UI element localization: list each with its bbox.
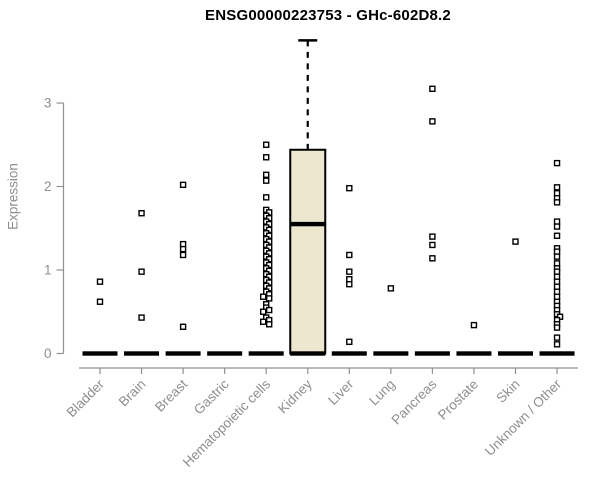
outlier-point xyxy=(138,314,145,321)
outlier-point xyxy=(553,159,561,167)
zero-median-bar xyxy=(456,351,492,356)
zero-median-bar xyxy=(373,351,409,356)
outlier-point xyxy=(553,189,561,197)
outlier-point xyxy=(346,251,353,259)
outlier-point xyxy=(553,268,561,275)
outlier-point xyxy=(179,323,187,330)
x-tick-label: Unknown / Other xyxy=(482,376,565,459)
outlier-point xyxy=(266,306,273,314)
outlier-point xyxy=(266,321,273,328)
x-tick-label: Bladder xyxy=(64,376,108,420)
y-tick-label: 2 xyxy=(44,179,52,194)
outlier-point xyxy=(553,199,561,206)
x-tick-label: Prostate xyxy=(435,377,481,423)
outlier-point xyxy=(346,268,353,275)
outlier-point xyxy=(553,253,561,260)
zero-median-bar xyxy=(539,351,575,356)
outlier-point xyxy=(429,233,436,240)
zero-median-bar xyxy=(124,351,160,356)
outlier-point xyxy=(260,308,267,315)
zero-median-bar xyxy=(498,351,533,356)
zero-median-bar xyxy=(331,351,367,356)
y-tick-label: 0 xyxy=(44,346,52,361)
outlier-point xyxy=(553,324,561,331)
outlier-point xyxy=(346,184,353,192)
outlier-point xyxy=(512,238,519,245)
outlier-point xyxy=(263,177,270,184)
outlier-point xyxy=(553,260,561,267)
outlier-point xyxy=(179,245,187,253)
outlier-point xyxy=(179,181,187,189)
outlier-point xyxy=(470,321,478,329)
x-tick-label: Kidney xyxy=(275,376,315,416)
x-tick-label: Brain xyxy=(116,377,149,410)
outlier-point xyxy=(553,334,561,341)
outlier-point xyxy=(429,118,436,125)
outlier-point xyxy=(429,255,436,262)
outlier-point xyxy=(346,280,353,288)
zero-median-bar xyxy=(207,351,243,356)
outlier-point xyxy=(179,251,187,259)
outlier-point xyxy=(96,278,104,285)
chart-title: ENSG00000223753 - GHc-602D8.2 xyxy=(205,7,451,24)
x-tick-label: Breast xyxy=(152,376,190,414)
y-tick-label: 1 xyxy=(44,263,52,278)
outlier-point xyxy=(429,85,436,93)
x-tick-label: Pancreas xyxy=(389,376,440,427)
x-tick-label: Lung xyxy=(366,377,398,409)
outlier-point xyxy=(553,232,561,239)
outlier-point xyxy=(553,293,561,300)
outlier-point xyxy=(553,248,561,255)
x-tick-label: Liver xyxy=(325,376,357,408)
outlier-point xyxy=(138,210,145,217)
zero-median-bar xyxy=(82,351,118,356)
outlier-point xyxy=(553,283,561,290)
outlier-point xyxy=(179,240,187,248)
outlier-point xyxy=(553,223,561,230)
outlier-point xyxy=(263,141,270,148)
outlier-point xyxy=(260,293,267,300)
x-tick-label: Skin xyxy=(493,377,522,406)
outlier-point xyxy=(138,268,145,275)
outlier-point xyxy=(553,278,561,285)
outlier-point xyxy=(429,241,436,249)
median-line xyxy=(290,221,326,227)
outlier-point xyxy=(553,184,561,191)
zero-median-bar xyxy=(165,351,201,356)
x-tick-label: Gastric xyxy=(191,376,232,417)
box-bottom-bar xyxy=(290,351,326,356)
outlier-point xyxy=(96,298,104,305)
outlier-point xyxy=(346,275,353,283)
outlier-point xyxy=(260,318,267,325)
outlier-point xyxy=(553,288,561,295)
outlier-point xyxy=(346,338,353,346)
outlier-point xyxy=(387,285,395,292)
outlier-point xyxy=(263,194,270,201)
outlier-point xyxy=(553,341,561,348)
outlier-point xyxy=(553,273,561,280)
zero-median-bar xyxy=(248,351,284,356)
outlier-point xyxy=(263,154,270,161)
y-tick-label: 3 xyxy=(44,96,52,111)
outlier-point xyxy=(266,295,273,302)
outlier-point xyxy=(263,171,270,179)
zero-median-bar xyxy=(414,351,450,356)
outlier-point xyxy=(553,218,561,225)
box-Kidney xyxy=(289,148,327,355)
